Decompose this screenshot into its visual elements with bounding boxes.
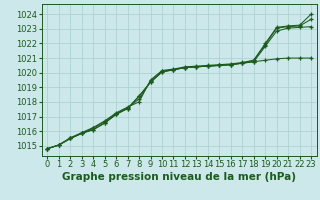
X-axis label: Graphe pression niveau de la mer (hPa): Graphe pression niveau de la mer (hPa) [62,172,296,182]
